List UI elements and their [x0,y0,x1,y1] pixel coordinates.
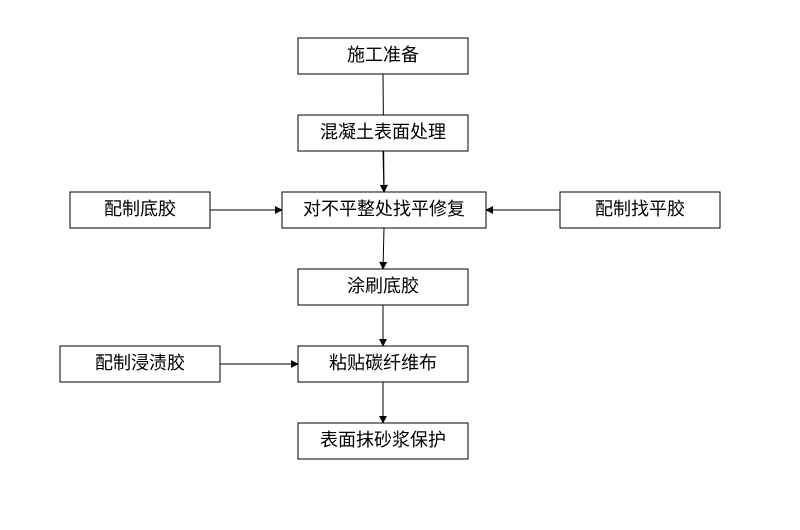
flow-node-label: 配制找平胶 [595,199,685,219]
flow-node-label: 涂刷底胶 [347,276,419,296]
flow-node-label: 粘贴碳纤维布 [329,353,437,373]
flow-node: 表面抹砂浆保护 [298,423,468,459]
flow-node-label: 对不平整处找平修复 [303,199,465,219]
flow-node-label: 施工准备 [347,45,419,65]
flow-node: 施工准备 [298,38,468,74]
flow-node-label: 混凝土表面处理 [320,122,446,142]
nodes-layer: 施工准备混凝土表面处理对不平整处找平修复 配制底胶 配制找平胶涂刷底胶粘贴碳纤维布 配… [60,38,720,459]
flow-arrow [383,228,384,269]
flow-node: 配制底胶 [70,192,210,228]
flow-node-label: 配制底胶 [104,199,176,219]
flowchart-canvas: 施工准备混凝土表面处理对不平整处找平修复 配制底胶 配制找平胶涂刷底胶粘贴碳纤维布 配… [0,0,800,530]
flow-node: 混凝土表面处理 [298,115,468,151]
flow-node: 配制浸渍胶 [60,346,220,382]
flow-node: 配制找平胶 [560,192,720,228]
flow-node: 涂刷底胶 [298,269,468,305]
flow-node: 粘贴碳纤维布 [298,346,468,382]
flow-node-label: 表面抹砂浆保护 [320,430,446,450]
flow-node: 对不平整处找平修复 [282,192,486,228]
flow-node-label: 配制浸渍胶 [95,353,185,373]
